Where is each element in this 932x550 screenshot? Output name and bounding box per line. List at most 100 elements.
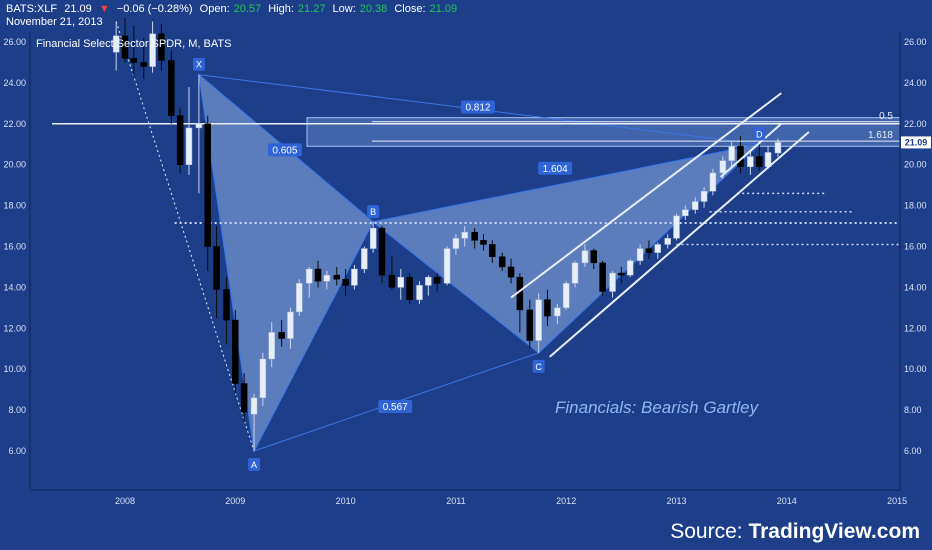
y-tick-label-left: 16.00 (3, 242, 26, 252)
candle-body (250, 397, 258, 415)
candle (195, 74, 203, 194)
pattern-point-label: C (535, 362, 542, 372)
low-label: Low: (332, 3, 356, 15)
candle (416, 281, 423, 304)
candle-body (259, 358, 267, 399)
x-tick-label: 2012 (556, 496, 576, 506)
candle-body (130, 58, 138, 63)
candle-body (590, 250, 598, 264)
price-change: −0.06 (−0.28%) (116, 3, 193, 15)
candle (323, 271, 331, 290)
candle-body (140, 62, 148, 67)
candle (333, 266, 341, 286)
source-prefix: Source: (670, 520, 749, 543)
candle-body (213, 246, 220, 290)
candle-body (121, 35, 129, 59)
candle (406, 273, 413, 304)
candle-body (314, 268, 322, 282)
pattern-xb-line (198, 74, 374, 223)
close-label: Close: (394, 3, 426, 15)
downtrend-dotted-line (115, 21, 255, 452)
candle-body (581, 250, 589, 264)
last-price-tag (901, 136, 931, 149)
candle (296, 279, 303, 317)
y-tick-label-left: 6.00 (8, 446, 26, 456)
candle-body (185, 127, 193, 165)
y-tick-label-left: 18.00 (3, 201, 26, 211)
pattern-point-label: D (756, 129, 763, 139)
high-label: High: (268, 3, 294, 15)
candle-body (112, 35, 120, 53)
candle (158, 23, 165, 71)
candle (747, 150, 754, 175)
candle-body (480, 240, 487, 245)
pattern-bcd-triangle (371, 143, 762, 354)
candle-body (425, 276, 432, 286)
candle (213, 226, 220, 319)
candle (700, 187, 708, 208)
candle-body (471, 231, 478, 241)
candle-body (461, 231, 468, 239)
y-tick-label-right: 6.00 (904, 446, 922, 456)
x-tick-label: 2015 (887, 496, 907, 506)
channel-mid-line (719, 123, 782, 178)
candle-body (369, 227, 377, 249)
candle-body (296, 283, 303, 313)
ratio-label: 0.567 (383, 402, 408, 413)
fib-level-label: 1.618 (868, 130, 893, 141)
candle (351, 264, 358, 290)
candle-body (774, 142, 782, 154)
y-tick-label-right: 10.00 (904, 364, 927, 374)
x-tick-label: 2009 (225, 496, 245, 506)
candle-body (692, 201, 699, 210)
source-credit: Source: TradingView.com (670, 520, 920, 544)
y-tick-label-right: 20.00 (904, 160, 927, 170)
x-tick-label: 2014 (777, 496, 797, 506)
candle (443, 246, 451, 286)
candle (250, 393, 258, 451)
candle (498, 252, 506, 272)
candle-body (562, 283, 570, 309)
candle-body (719, 160, 727, 174)
candle (268, 322, 275, 368)
symbol-info-bar: BATS:XLF 21.09 ▼ −0.06 (−0.28%) Open: 20.… (6, 3, 461, 15)
open-value: 20.57 (233, 3, 262, 15)
y-tick-label-right: 14.00 (904, 282, 927, 292)
pattern-annotation: Financials: Bearish Gartley (555, 398, 760, 417)
y-tick-label-right: 24.00 (904, 78, 927, 88)
candle (378, 226, 386, 284)
candle (755, 144, 763, 171)
candle (461, 226, 468, 247)
candle (149, 21, 156, 73)
candle (305, 266, 313, 298)
candle (361, 246, 368, 274)
y-tick-label-right: 8.00 (904, 405, 922, 415)
y-tick-label-left: 10.00 (3, 364, 26, 374)
channel-lower-line (548, 131, 810, 358)
date-label: November 21, 2013 (6, 16, 103, 28)
candle-body (700, 191, 708, 202)
candle (618, 266, 625, 284)
candle-body (443, 248, 451, 284)
candle-body (673, 215, 680, 239)
symbol-label: BATS:XLF (6, 3, 58, 15)
candle (626, 258, 634, 278)
down-arrow-icon: ▼ (98, 3, 110, 15)
candle (425, 275, 432, 296)
candle-body (554, 307, 561, 317)
y-tick-label-left: 12.00 (3, 323, 26, 333)
candle (571, 260, 579, 288)
candle-body (195, 123, 203, 129)
candle-body (571, 262, 579, 284)
candle (314, 260, 322, 288)
source-brand: TradingView.com (748, 520, 920, 543)
candle (140, 37, 148, 79)
close-value: 21.09 (429, 3, 458, 15)
candle (232, 309, 239, 394)
y-tick-label-right: 26.00 (904, 37, 927, 47)
candle-body (507, 266, 515, 278)
candle (452, 234, 460, 255)
candle (645, 240, 653, 259)
ratio-badge (538, 161, 573, 175)
